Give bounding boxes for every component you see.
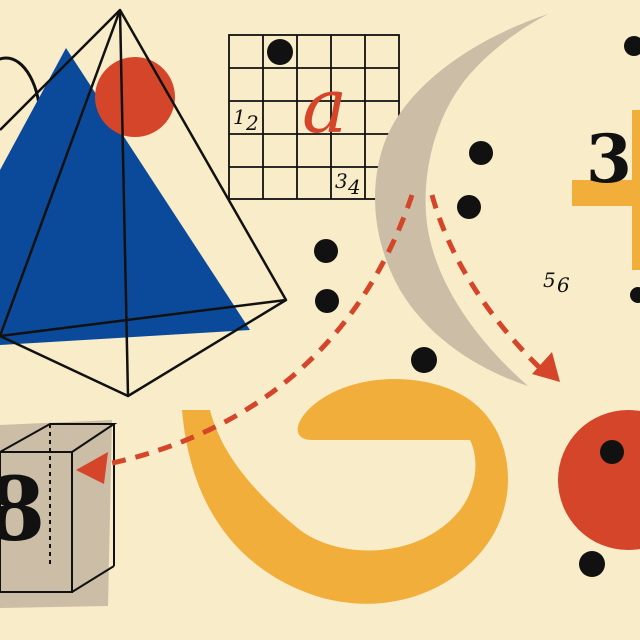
- cube-outline-icon: [0, 423, 118, 593]
- grid-letter: a: [302, 61, 347, 150]
- dot-on-red-circle: [600, 440, 624, 464]
- grid-box: [228, 34, 400, 200]
- dashed-arrow-icon: [429, 194, 546, 374]
- grid-number-2: 2: [245, 111, 259, 135]
- pyramid-outline-icon: [0, 8, 288, 398]
- arrowhead-left: [76, 452, 108, 484]
- plus-shape-icon: [572, 110, 640, 270]
- taupe-crescent: [375, 14, 548, 386]
- label-6: 6: [557, 273, 570, 297]
- grid-number-1: 1: [233, 105, 246, 129]
- yellow-six-shape: [182, 379, 509, 604]
- grid-dot: [267, 39, 293, 65]
- red-circle-top: [95, 57, 175, 137]
- grid-number-3: 3: [335, 169, 348, 193]
- arrowhead-right: [532, 352, 560, 382]
- big-number-3: 3: [586, 120, 632, 198]
- black-dots: [314, 36, 640, 577]
- label-5: 5: [543, 268, 556, 292]
- dashed-arrow-icon: [87, 194, 415, 471]
- yellow-shape-counter: [303, 440, 468, 539]
- grid-number-4: 4: [347, 175, 361, 199]
- big-number-8: 8: [0, 457, 45, 561]
